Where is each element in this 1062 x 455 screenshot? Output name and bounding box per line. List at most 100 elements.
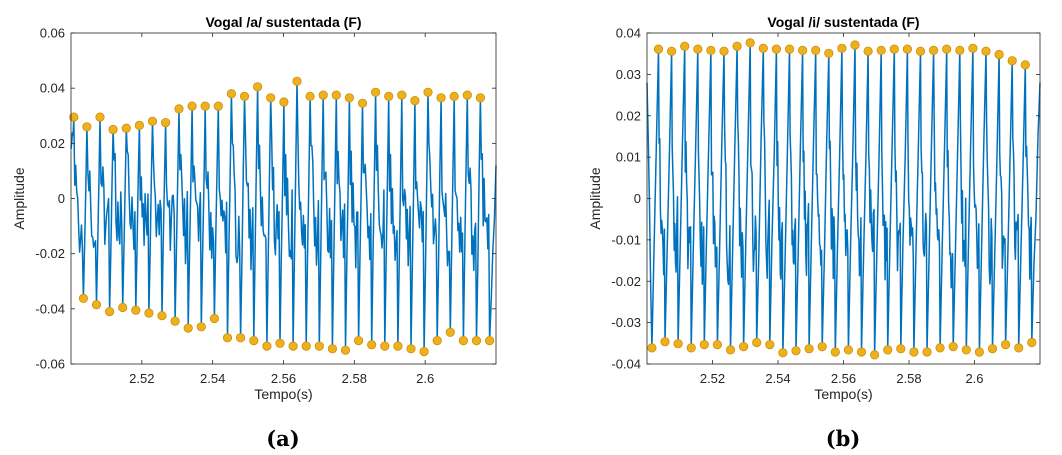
peak-marker [968,43,978,53]
valley-marker [1027,337,1037,348]
valley-marker [647,343,657,353]
valley-marker [353,335,364,346]
valley-marker [974,347,985,357]
valley-marker [765,339,775,350]
peak-marker [863,46,873,56]
valley-marker [804,344,814,354]
valley-marker [445,327,455,337]
valley-marker [157,311,167,321]
peak-marker [397,90,407,100]
valley-marker [91,300,102,310]
peak-marker [357,98,368,108]
chart-vogal-i: Vogal /i/ sustentada (F) 2.52 2.54 2.56 2.58… [587,14,1041,451]
valley-marker [275,338,285,348]
peak-marker [1007,56,1017,66]
valley-marker [883,345,893,355]
peak-marker [200,101,210,111]
valley-marker [209,313,219,324]
peak-marker [213,101,223,111]
subfigure-caption: (a) [266,426,299,451]
valley-marker [393,341,403,351]
y-axis-label: Amplitude [587,167,603,229]
valley-marker [471,335,482,346]
peak-marker [279,97,289,107]
y-tick-label: 0.02 [616,108,641,123]
y-tick-label: 0.01 [616,150,641,165]
valley-marker [78,293,89,303]
peak-marker [475,93,485,103]
peak-marker [121,123,131,133]
y-tick-label: 0.03 [616,67,641,82]
valley-marker [660,337,670,347]
y-tick-label: -0.04 [35,301,65,316]
peak-marker [811,45,821,56]
y-tick-label: -0.01 [611,232,641,247]
x-tick-label: 2.56 [831,371,856,386]
valley-marker [869,350,880,360]
y-tick-label: -0.02 [611,274,641,289]
signal-line [646,42,1041,356]
valley-marker [922,347,932,357]
valley-marker [432,335,442,346]
valley-marker [686,343,696,353]
valley-marker [830,347,840,357]
peak-marker [902,44,913,54]
peak-marker [436,93,446,103]
valley-marker [712,339,723,350]
peak-marker [147,116,158,126]
peak-marker [305,91,315,102]
x-tick-label: 2.54 [765,371,790,386]
x-axis-label: Tempo(s) [254,386,312,402]
valley-marker [673,339,683,349]
valley-marker [301,341,311,351]
peak-marker [784,44,795,54]
peak-marker [837,43,847,53]
valley-marker [1014,343,1024,353]
peak-marker [994,49,1004,60]
peak-marker [1020,60,1030,70]
peak-marker [462,90,472,100]
valley-marker [419,346,429,357]
valley-marker [118,302,128,313]
peak-marker [981,46,991,56]
x-tick-label: 2.52 [129,371,154,386]
valley-marker [1000,339,1011,350]
peak-marker [226,89,236,99]
x-tick-label: 2.6 [416,371,434,386]
y-axis-label: Amplitude [11,167,27,229]
valley-marker [170,316,180,326]
peak-marker [174,104,184,114]
x-axis-label: Tempo(s) [814,386,872,402]
peak-marker [850,40,860,50]
valley-marker [314,341,324,351]
peak-marker [889,44,899,54]
peak-marker [266,93,276,103]
y-tick-label: 0 [634,191,641,206]
peak-marker [680,41,690,51]
peak-marker [955,45,965,56]
valley-marker [791,346,801,356]
y-tick-label: 0.06 [40,26,65,41]
peak-marker [370,87,381,97]
y-tick-label: -0.06 [35,357,65,372]
peak-marker [706,45,716,56]
valley-marker [987,344,998,354]
peak-marker [134,120,144,131]
valley-marker [131,305,141,315]
y-tick-label: 0.04 [616,26,641,41]
valley-marker [896,344,906,354]
y-tick-label: 0.04 [40,81,65,96]
y-tick-label: -0.04 [611,357,641,372]
valley-marker [484,335,495,346]
peak-marker [449,91,459,102]
valley-marker [817,341,827,352]
valley-marker [778,348,788,358]
valley-marker [935,343,945,353]
valley-marker [288,341,298,351]
valley-marker [327,344,337,354]
valley-marker [458,335,468,346]
valley-marker [725,345,736,355]
valley-marker [236,333,246,343]
peak-marker [732,41,742,51]
